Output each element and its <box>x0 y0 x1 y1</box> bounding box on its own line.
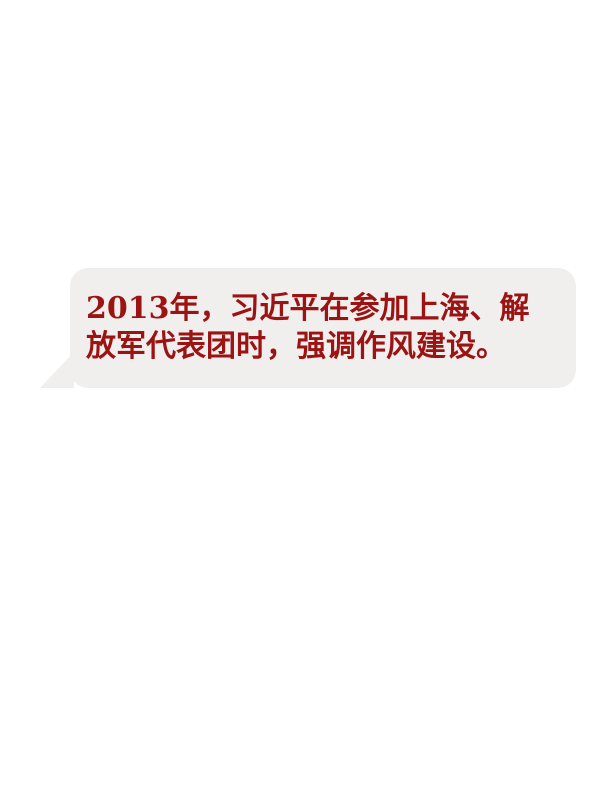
caption-line-1: 2013年，习近平在参加上海、解 <box>86 291 530 326</box>
speech-bubble-tail <box>40 352 74 388</box>
caption-text: 2013年，习近平在参加上海、解 放军代表团时，强调作风建设。 <box>86 290 566 366</box>
speech-bubble <box>70 268 576 388</box>
caption-line-2: 放军代表团时，强调作风建设。 <box>86 329 506 364</box>
